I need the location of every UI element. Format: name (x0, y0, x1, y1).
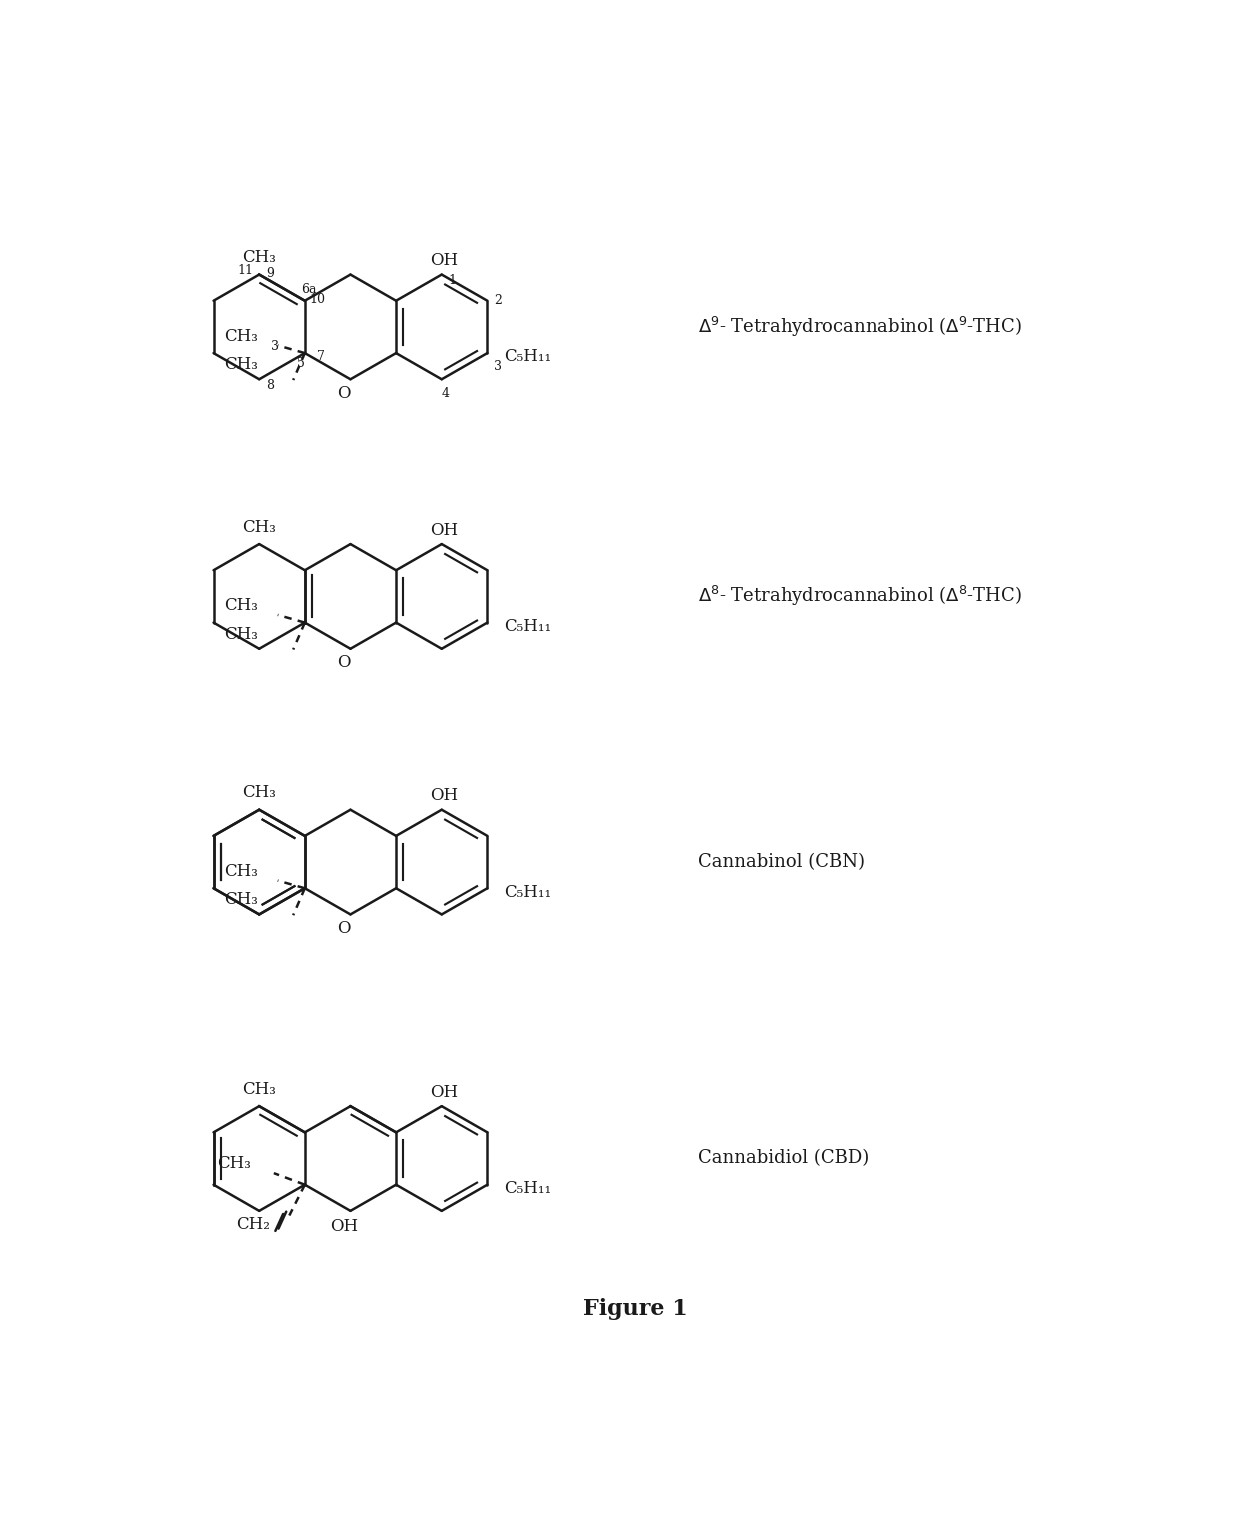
Text: OH: OH (430, 788, 458, 805)
Text: 6a: 6a (301, 284, 316, 296)
Text: CH₃: CH₃ (224, 625, 258, 642)
Text: C₅H₁₁: C₅H₁₁ (505, 618, 552, 635)
Text: 9: 9 (267, 267, 274, 279)
Text: CH₃: CH₃ (242, 785, 277, 802)
Text: CH₃: CH₃ (224, 597, 258, 615)
Text: 11: 11 (237, 264, 253, 278)
Text: CH₃: CH₃ (217, 1155, 250, 1172)
Text: OH: OH (330, 1217, 358, 1234)
Text: CH₃: CH₃ (242, 1081, 277, 1098)
Text: $\Delta^9$- Tetrahydrocannabinol ($\Delta^9$-THC): $\Delta^9$- Tetrahydrocannabinol ($\Delt… (697, 314, 1022, 339)
Text: O: O (337, 654, 351, 671)
Text: 3: 3 (272, 340, 279, 354)
Text: O: O (337, 920, 351, 937)
Text: CH₂: CH₂ (236, 1216, 270, 1233)
Text: C₅H₁₁: C₅H₁₁ (505, 349, 552, 366)
Text: OH: OH (430, 522, 458, 539)
Text: CH₃: CH₃ (224, 357, 258, 373)
Text: $\Delta^8$- Tetrahydrocannabinol ($\Delta^8$-THC): $\Delta^8$- Tetrahydrocannabinol ($\Delt… (697, 584, 1022, 609)
Text: 10: 10 (309, 293, 325, 305)
Text: 3: 3 (494, 360, 502, 373)
Text: CH₃: CH₃ (242, 519, 277, 536)
Text: 5: 5 (298, 357, 305, 370)
Text: CH₃: CH₃ (224, 862, 258, 880)
Text: CH₃: CH₃ (242, 249, 277, 266)
Text: 2: 2 (495, 294, 502, 307)
Text: 1: 1 (449, 275, 456, 287)
Text: 7: 7 (317, 351, 325, 363)
Text: OH: OH (430, 252, 458, 269)
Text: CH₃: CH₃ (224, 328, 258, 345)
Text: Cannabidiol (CBD): Cannabidiol (CBD) (697, 1149, 869, 1167)
Text: 8: 8 (267, 380, 274, 392)
Text: Cannabinol (CBN): Cannabinol (CBN) (697, 853, 864, 871)
Text: OH: OH (430, 1084, 458, 1101)
Text: 4: 4 (441, 387, 450, 399)
Text: O: O (337, 384, 351, 402)
Text: C₅H₁₁: C₅H₁₁ (505, 883, 552, 900)
Text: C₅H₁₁: C₅H₁₁ (505, 1179, 552, 1198)
Text: CH₃: CH₃ (224, 891, 258, 908)
Text: Figure 1: Figure 1 (583, 1298, 688, 1319)
